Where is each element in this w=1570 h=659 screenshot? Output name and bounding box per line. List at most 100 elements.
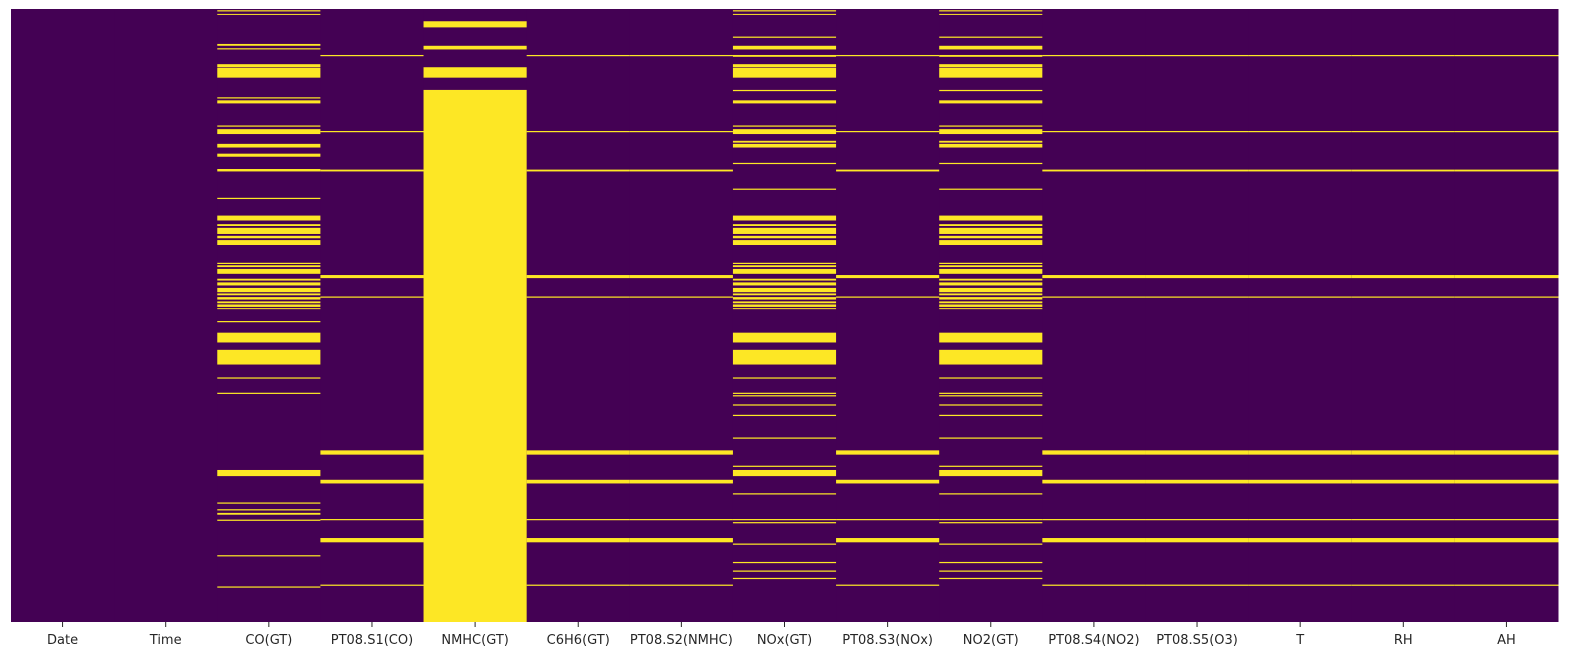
heatmap-column [114,9,218,622]
heatmap-cell-missing [526,275,631,279]
x-tick-label: C6H6(GT) [547,633,610,648]
x-tick-label: NOx(GT) [757,633,812,648]
heatmap-cell-missing [732,465,837,467]
heatmap-cell-missing [629,519,734,521]
heatmap-cell-missing [217,519,321,521]
heatmap-cell-missing [939,162,1043,165]
heatmap-cell-missing [939,36,1043,38]
heatmap-cell-missing [939,395,1043,397]
heatmap-cell-missing [732,235,837,239]
heatmap-cell-missing [836,538,940,543]
heatmap-cell-missing [939,125,1043,127]
heatmap-cell-missing [836,479,940,484]
heatmap-cell-missing [217,304,321,307]
heatmap-cell-missing [217,586,321,588]
heatmap-cell-missing [1145,538,1250,543]
heatmap-cell-missing [939,64,1043,68]
heatmap-cell-missing [320,130,425,133]
heatmap-cell-missing [939,240,1043,246]
heatmap-cell-missing [939,278,1043,281]
x-axis-ticks [62,622,1507,627]
heatmap-column [1042,9,1146,622]
heatmap-cell-missing [732,543,837,545]
heatmap-cell-missing [526,450,631,455]
heatmap-cell-missing [217,377,321,379]
heatmap-cell-missing [732,519,837,521]
heatmap-column [1145,9,1250,622]
x-tick-label: Date [47,633,78,648]
heatmap-cell-missing [939,215,1043,221]
heatmap-cell-missing [1351,538,1456,543]
heatmap-cell-present [836,9,940,622]
heatmap-cell-missing [1042,584,1146,586]
heatmap-cell-missing [732,268,837,274]
heatmap-cell-missing [217,308,321,310]
heatmap-cell-missing [939,465,1043,467]
heatmap-cell-missing [732,469,837,477]
heatmap-cell-missing [320,275,425,279]
heatmap-cell-missing [1248,538,1353,543]
heatmap-column [526,9,631,622]
heatmap-cell-missing [217,268,321,274]
heatmap-cell-missing [732,414,837,417]
heatmap-cell-missing [423,89,528,622]
heatmap-cell-present [1248,9,1353,622]
heatmap-cell-missing [320,519,425,521]
heatmap-cell-missing [320,54,425,57]
heatmap-cell-missing [732,227,837,234]
heatmap-cell-missing [1454,54,1559,57]
heatmap-cell-missing [732,392,837,394]
heatmap-cell-missing [939,89,1043,92]
heatmap-cell-missing [1248,584,1353,586]
heatmap-cell-missing [217,43,321,46]
heatmap-cell-missing [732,100,837,104]
heatmap-column [1248,9,1353,622]
heatmap-cell-missing [320,296,425,298]
heatmap-cell-missing [217,168,321,172]
heatmap-cell-missing [1145,450,1250,455]
heatmap-cell-present [526,9,631,622]
heatmap-cell-missing [939,293,1043,296]
heatmap-cell-missing [939,268,1043,274]
heatmap-cell-missing [320,169,425,172]
heatmap-cell-missing [629,538,734,543]
heatmap-cell-missing [939,235,1043,239]
heatmap-cell-missing [732,36,837,38]
heatmap-cell-missing [629,479,734,484]
heatmap-cell-missing [629,296,734,298]
heatmap-cell-missing [423,67,528,78]
heatmap-cell-missing [732,54,837,57]
heatmap-column [217,9,321,622]
heatmap-column [732,9,837,622]
heatmap-cell-missing [939,332,1043,343]
heatmap-cell-missing [939,304,1043,307]
heatmap-cell-missing [1042,54,1146,57]
heatmap-cell-missing [217,215,321,221]
heatmap-cell-missing [1042,538,1146,543]
heatmap-cell-missing [217,512,321,515]
heatmap-cell-missing [1351,296,1456,298]
heatmap-cell-missing [732,64,837,68]
x-tick-label: CO(GT) [245,633,292,648]
heatmap-cell-missing [320,538,425,543]
heatmap-cell-missing [1248,519,1353,521]
heatmap-cell-missing [1351,169,1456,172]
x-tick-label: NMHC(GT) [441,633,509,648]
heatmap-cell-missing [217,392,321,394]
heatmap-cell-missing [629,169,734,172]
heatmap-cell-missing [217,143,321,148]
heatmap-cell-missing [629,54,734,57]
heatmap-cell-missing [217,240,321,246]
heatmap-cell-missing [939,469,1043,477]
heatmap-cell-missing [217,227,321,234]
heatmap-cell-missing [629,584,734,586]
heatmap-cell-missing [732,304,837,307]
heatmap-cell-missing [732,262,837,265]
heatmap-cell-missing [1145,130,1250,133]
heatmap-cell-missing [1351,130,1456,133]
heatmap-cell-missing [1145,479,1250,484]
heatmap-column [939,9,1043,622]
heatmap-cell-missing [732,125,837,127]
heatmap-cell-missing [629,450,734,455]
heatmap-cell-missing [939,13,1043,15]
